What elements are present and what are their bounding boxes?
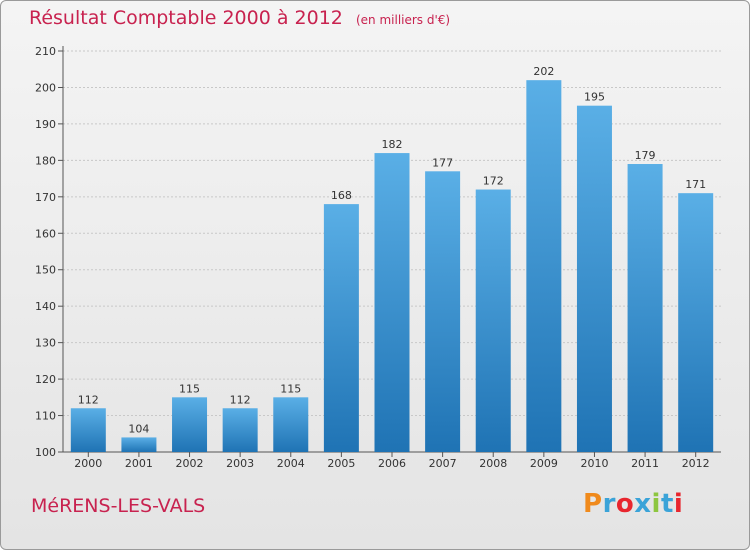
data-label: 182 [382, 138, 403, 151]
y-tick-label: 170 [35, 191, 56, 204]
brand-letter: P [583, 489, 603, 519]
bar [526, 80, 562, 452]
y-tick-label: 130 [35, 337, 56, 350]
bar [172, 397, 208, 452]
y-tick-label: 180 [35, 154, 56, 167]
bar [323, 204, 359, 452]
data-label: 177 [432, 156, 453, 169]
x-tick-label: 2010 [580, 457, 608, 470]
bar [576, 105, 612, 452]
data-label: 112 [230, 393, 251, 406]
x-tick-label: 2012 [682, 457, 710, 470]
bar [222, 408, 258, 452]
x-tick-label: 2001 [125, 457, 153, 470]
y-tick-label: 190 [35, 118, 56, 131]
bar [273, 397, 309, 452]
x-tick-label: 2003 [226, 457, 254, 470]
bar [425, 171, 461, 453]
data-label: 115 [179, 382, 200, 395]
chart-title: Résultat Comptable 2000 à 2012 (en milli… [29, 7, 450, 29]
x-tick-label: 2000 [74, 457, 102, 470]
y-tick-label: 100 [35, 446, 56, 459]
bar [678, 193, 714, 452]
data-label: 115 [280, 382, 301, 395]
y-tick-label: 110 [35, 410, 56, 423]
city-name: MéRENS-LES-VALS [31, 495, 206, 517]
x-tick-label: 2008 [479, 457, 507, 470]
brand-letter: x [634, 489, 652, 519]
brand-letter: r [602, 489, 616, 519]
brand-logo[interactable]: Proxiti [583, 489, 683, 519]
y-tick-label: 200 [35, 81, 56, 94]
chart-unit: (en milliers d'€) [355, 13, 451, 27]
data-label: 195 [584, 91, 605, 104]
y-tick-label: 150 [35, 264, 56, 277]
bar [70, 408, 106, 452]
x-tick-label: 2007 [429, 457, 457, 470]
data-label: 172 [483, 175, 504, 188]
brand-letter: i [673, 489, 684, 519]
data-label: 168 [331, 189, 352, 202]
bar [121, 437, 157, 452]
x-tick-label: 2002 [176, 457, 204, 470]
x-tick-label: 2005 [327, 457, 355, 470]
bar [374, 153, 410, 452]
data-label: 104 [128, 422, 149, 435]
data-label: 112 [78, 393, 99, 406]
brand-letter: i [651, 489, 661, 519]
x-tick-label: 2009 [530, 457, 558, 470]
x-tick-label: 2006 [378, 457, 406, 470]
y-tick-label: 210 [35, 45, 56, 58]
y-tick-label: 120 [35, 373, 56, 386]
data-label: 202 [533, 65, 554, 78]
y-tick-label: 160 [35, 227, 56, 240]
x-tick-label: 2004 [277, 457, 305, 470]
bar [627, 164, 663, 452]
brand-letter: o [615, 489, 635, 519]
brand-letter: t [660, 489, 674, 519]
data-label: 171 [685, 178, 706, 191]
chart-title-text: Résultat Comptable 2000 à 2012 [29, 7, 343, 29]
bar [475, 189, 511, 452]
x-tick-label: 2011 [631, 457, 659, 470]
data-label: 179 [635, 149, 656, 162]
y-tick-label: 140 [35, 300, 56, 313]
